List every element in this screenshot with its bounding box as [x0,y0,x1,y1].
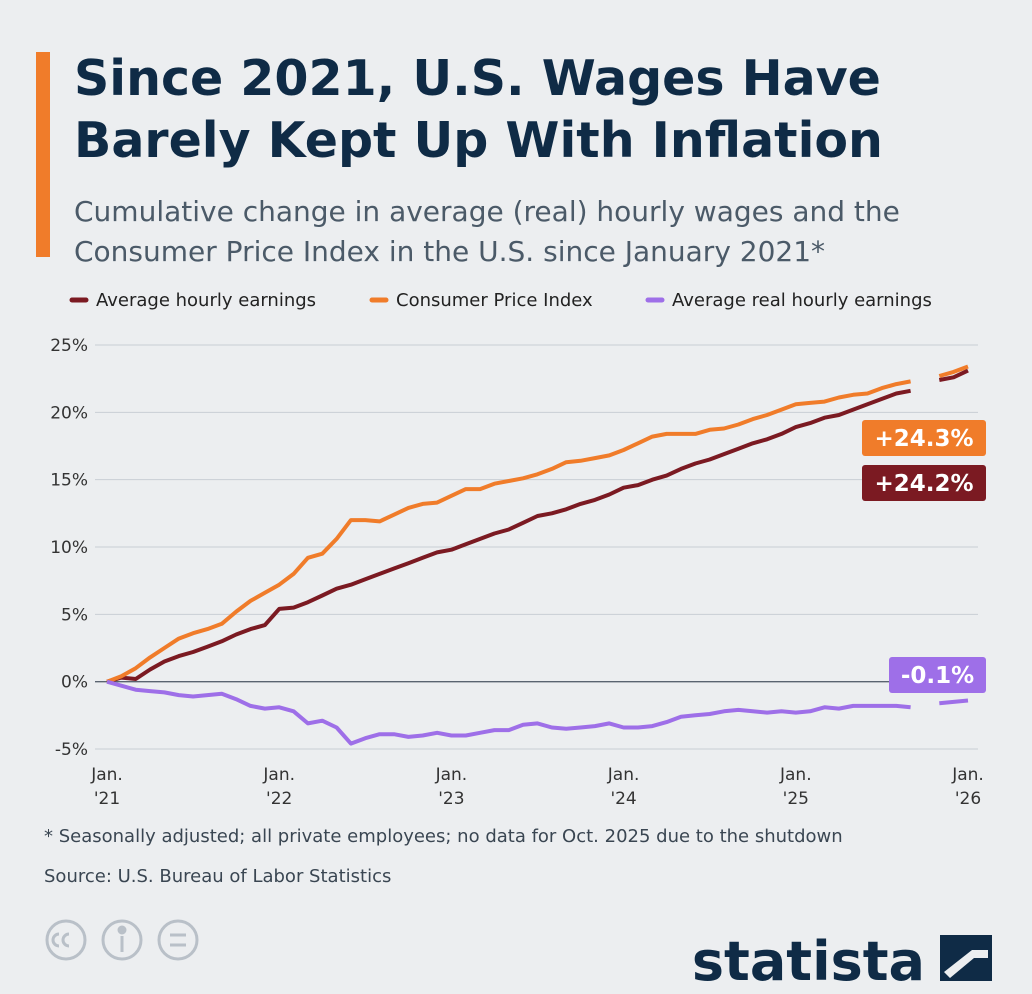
x-tick-label: Jan. '21 [90,765,123,809]
line-series [106,364,969,684]
x-tick-label: Jan. '22 [262,765,295,809]
annotation-text: +24.2% [874,471,973,497]
license-icons [45,919,199,961]
brand-icon [940,935,992,981]
y-tick-label: 0% [61,673,88,693]
accent-bar [36,52,50,257]
y-tick-label: 15% [50,471,88,491]
line-series [106,368,969,684]
y-tick-label: 10% [50,538,88,558]
x-tick-label: Jan. '25 [779,765,812,809]
y-tick-label: 5% [61,605,88,625]
y-tick-label: 25% [50,336,88,356]
y-tick-label: -5% [55,740,88,760]
chart-title: Since 2021, U.S. Wages Have Barely Kept … [74,50,883,169]
x-tick-label: Jan. '24 [607,765,640,809]
x-tick-label: Jan. '23 [435,765,468,809]
source: Source: U.S. Bureau of Labor Statistics [44,866,392,887]
annotation-text: +24.3% [874,426,973,452]
x-tick-label: Jan. '26 [951,765,984,809]
footnote: * Seasonally adjusted; all private emplo… [44,826,843,847]
annotation-box [862,420,986,456]
brand: statista [692,930,925,993]
annotation-box [889,657,986,693]
legend-label: Consumer Price Index [396,290,593,311]
chart-subtitle: Cumulative change in average (real) hour… [74,195,900,268]
line-series [106,679,969,746]
legend-label: Average hourly earnings [96,290,316,311]
legend-label: Average real hourly earnings [672,290,932,311]
annotation-box [862,465,986,501]
y-tick-label: 20% [50,403,88,423]
annotation-text: -0.1% [901,663,974,689]
